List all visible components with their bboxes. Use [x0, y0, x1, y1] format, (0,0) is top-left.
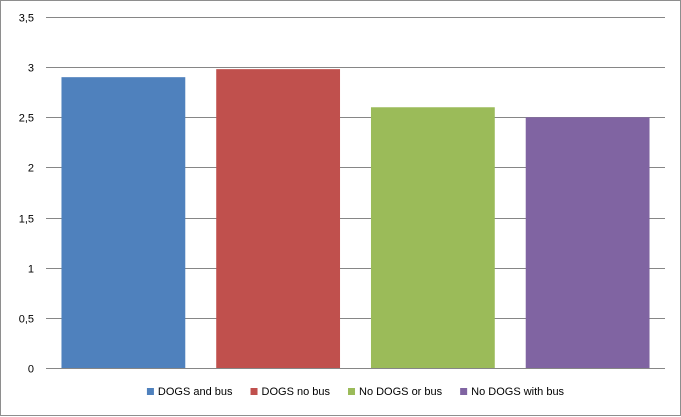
bar: [370, 107, 495, 368]
legend: DOGS and bus DOGS no bus No DOGS or bus No …: [146, 386, 565, 398]
y-tick-label: 0: [28, 364, 34, 376]
y-tick-label: 2,5: [19, 113, 34, 125]
legend-label: No DOGS or bus: [359, 386, 443, 398]
legend-label: DOGS no bus: [262, 386, 331, 398]
legend-swatch: [348, 388, 356, 395]
bar: [61, 77, 186, 369]
y-tick-label: 3,5: [19, 13, 34, 25]
legend-label: No DOGS with bus: [471, 386, 564, 398]
y-axis-ticks: 0 0,5 1 1,5 2 2,5 3 3,5: [19, 13, 34, 376]
bar: [525, 117, 650, 369]
bars: [61, 69, 650, 369]
legend-swatch: [146, 388, 154, 395]
y-tick-label: 1: [28, 264, 34, 276]
y-tick-label: 3: [28, 63, 34, 75]
bar: [216, 69, 341, 369]
legend-swatch: [460, 388, 468, 395]
y-tick-label: 0,5: [19, 314, 34, 326]
legend-swatch: [250, 388, 258, 395]
legend-label: DOGS and bus: [158, 386, 233, 398]
y-tick-label: 2: [28, 163, 34, 175]
y-tick-label: 1,5: [19, 214, 34, 226]
